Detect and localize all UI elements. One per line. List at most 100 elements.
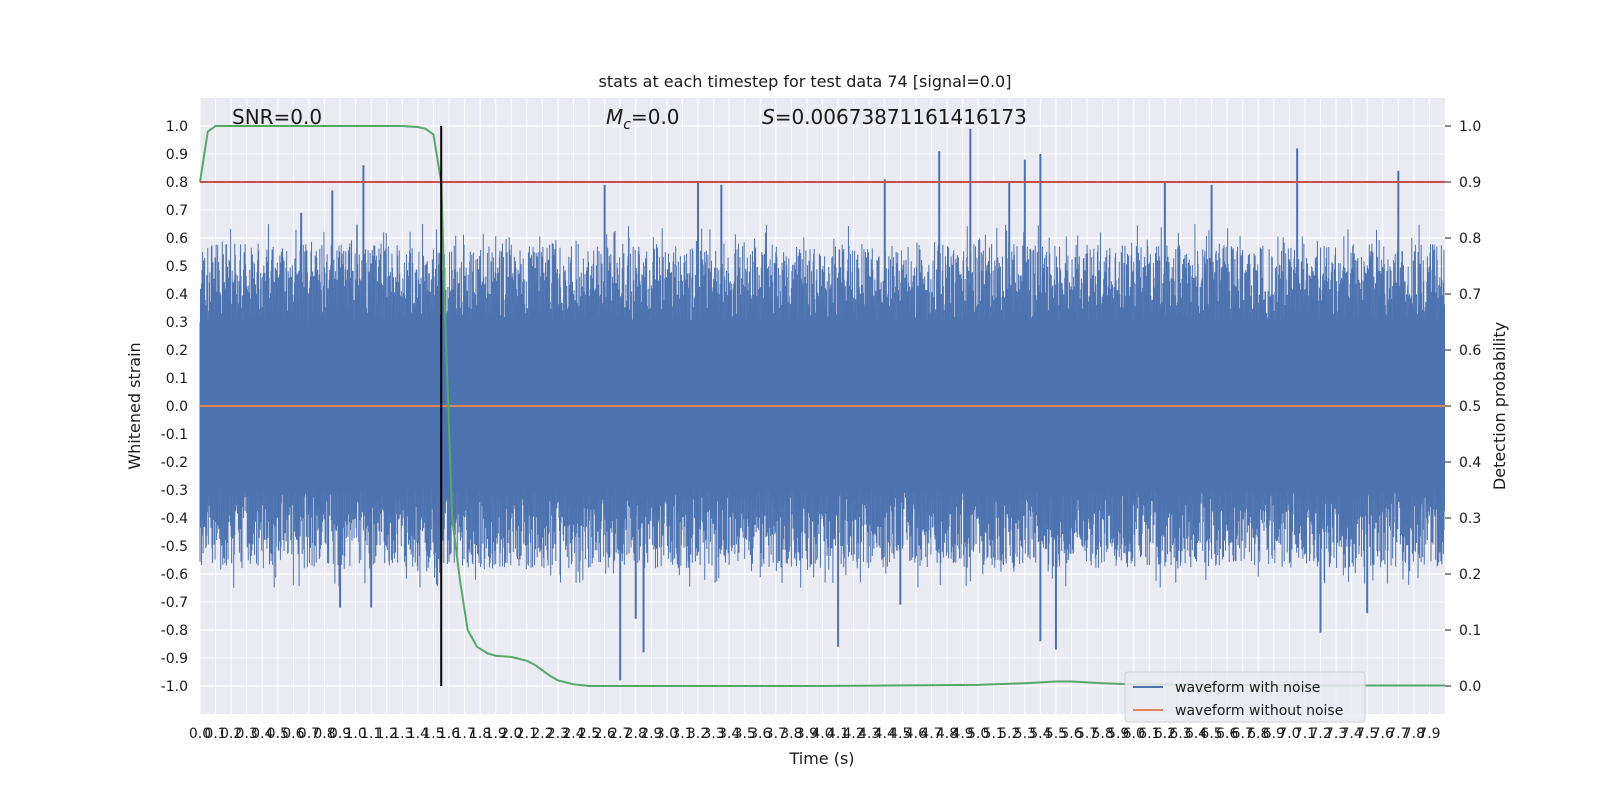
x-tick-label: 4.6 [905,726,927,742]
snr-annotation: SNR=0.0 [232,105,322,129]
x-tick-label: 1.7 [453,726,475,742]
x-tick-label: 0.3 [236,726,258,742]
y-tick-label: -0.9 [161,651,188,667]
legend-label: waveform with noise [1175,680,1320,696]
legend: waveform with noise waveform without nois… [1124,671,1366,723]
x-tick-label: 7.3 [1325,726,1347,742]
x-tick-label: 2.7 [609,726,631,742]
y2-tick-label: 1.0 [1459,119,1481,135]
y-tick-label: 0.4 [166,287,188,303]
x-tick-label: 0.9 [329,726,351,742]
x-tick-label: 5.3 [1014,726,1036,742]
y-tick-label: -1.0 [161,679,188,695]
x-tick-label: 3.6 [749,726,771,742]
x-tick-label: 0.7 [298,726,320,742]
x-axis-label: Time (s) [788,749,854,768]
legend-label: waveform without noise [1175,703,1343,719]
x-tick-label: 3.2 [687,726,709,742]
x-tick-label: 0.2 [220,726,242,742]
y2-tick-label: 0.4 [1459,455,1481,471]
x-tick-label: 2.3 [547,726,569,742]
x-tick-label: 2.9 [640,726,662,742]
y-tick-label: 0.8 [166,175,188,191]
x-tick-label: 7.5 [1356,726,1378,742]
x-tick-label: 7.0 [1278,726,1300,742]
y2-tick-label: 0.1 [1459,623,1481,639]
x-tick-label: 3.9 [796,726,818,742]
x-tick-label: 4.2 [842,726,864,742]
x-tick-label: 3.7 [765,726,787,742]
x-tick-label: 7.4 [1340,726,1362,742]
x-tick-label: 0.4 [251,726,273,742]
y-tick-label: 1.0 [166,119,188,135]
y2-tick-label: 0.6 [1459,343,1481,359]
x-tick-label: 2.8 [625,726,647,742]
y-tick-label: 0.5 [166,259,188,275]
y2-tick-label: 0.7 [1459,287,1481,303]
x-tick-label: 6.1 [1138,726,1160,742]
x-axis-ticks: 0.00.10.20.30.40.50.60.70.80.91.01.11.21… [189,726,1441,742]
s-annotation: S=0.00673871161416173 [762,105,1027,129]
y-axis-ticks: 1.0 0.9 0.8 0.7 0.6 0.5 0.4 0.3 0.2 0.1 0.0 -0.1 -0.… [161,119,188,695]
chirp-mass-subscript: c [623,117,631,133]
x-tick-label: 0.5 [267,726,289,742]
x-tick-label: 3.0 [656,726,678,742]
x-tick-label: 7.2 [1309,726,1331,742]
y-tick-label: 0.6 [166,231,188,247]
chirp-mass-annotation: Mc=0.0 [606,105,680,133]
y-tick-label: 0.3 [166,315,188,331]
y-tick-label: -0.2 [161,455,188,471]
y-tick-label: -0.6 [161,567,188,583]
x-tick-label: 1.9 [485,726,507,742]
x-tick-label: 6.0 [1123,726,1145,742]
y2-tick-label: 0.9 [1459,175,1481,191]
x-tick-label: 2.6 [593,726,615,742]
x-tick-label: 5.2 [998,726,1020,742]
x-tick-label: 1.1 [360,726,382,742]
y-tick-label: -0.8 [161,623,188,639]
x-tick-label: 3.4 [718,726,740,742]
x-tick-label: 5.7 [1076,726,1098,742]
y-tick-label: 0.2 [166,343,188,359]
x-tick-label: 6.8 [1247,726,1269,742]
chart-title: stats at each timestep for test data 74 … [599,72,1012,91]
x-tick-label: 0.6 [282,726,304,742]
x-tick-label: 3.8 [780,726,802,742]
y-tick-label: 0.0 [166,399,188,415]
x-tick-label: 4.4 [874,726,896,742]
y2-axis-ticks: 1.0 0.9 0.8 0.7 0.6 0.5 0.4 0.3 0.2 0.1 0.0 [1445,119,1481,695]
y2-tick-label: 0.0 [1459,679,1481,695]
y-tick-label: 0.1 [166,371,188,387]
x-tick-label: 5.6 [1060,726,1082,742]
x-tick-label: 4.1 [827,726,849,742]
chirp-mass-value: =0.0 [631,105,680,129]
x-tick-label: 6.7 [1232,726,1254,742]
x-tick-label: 2.5 [578,726,600,742]
x-tick-label: 3.5 [734,726,756,742]
x-tick-label: 1.5 [422,726,444,742]
x-tick-label: 5.5 [1045,726,1067,742]
x-tick-label: 1.4 [407,726,429,742]
y2-tick-label: 0.3 [1459,511,1481,527]
y2-tick-label: 0.5 [1459,399,1481,415]
x-tick-label: 4.0 [811,726,833,742]
y-tick-label: 0.7 [166,203,188,219]
legend-box [1124,671,1366,723]
x-tick-label: 7.9 [1418,726,1440,742]
x-tick-label: 0.8 [313,726,335,742]
x-tick-label: 1.6 [438,726,460,742]
x-tick-label: 7.8 [1403,726,1425,742]
x-tick-label: 6.3 [1169,726,1191,742]
x-tick-label: 2.1 [516,726,538,742]
x-tick-label: 6.9 [1263,726,1285,742]
x-tick-label: 3.3 [702,726,724,742]
x-tick-label: 2.2 [531,726,553,742]
x-tick-label: 4.9 [951,726,973,742]
x-tick-label: 0.1 [204,726,226,742]
x-tick-label: 6.6 [1216,726,1238,742]
x-tick-label: 5.4 [1029,726,1051,742]
x-tick-label: 1.3 [391,726,413,742]
x-tick-label: 6.4 [1185,726,1207,742]
x-tick-label: 1.0 [344,726,366,742]
